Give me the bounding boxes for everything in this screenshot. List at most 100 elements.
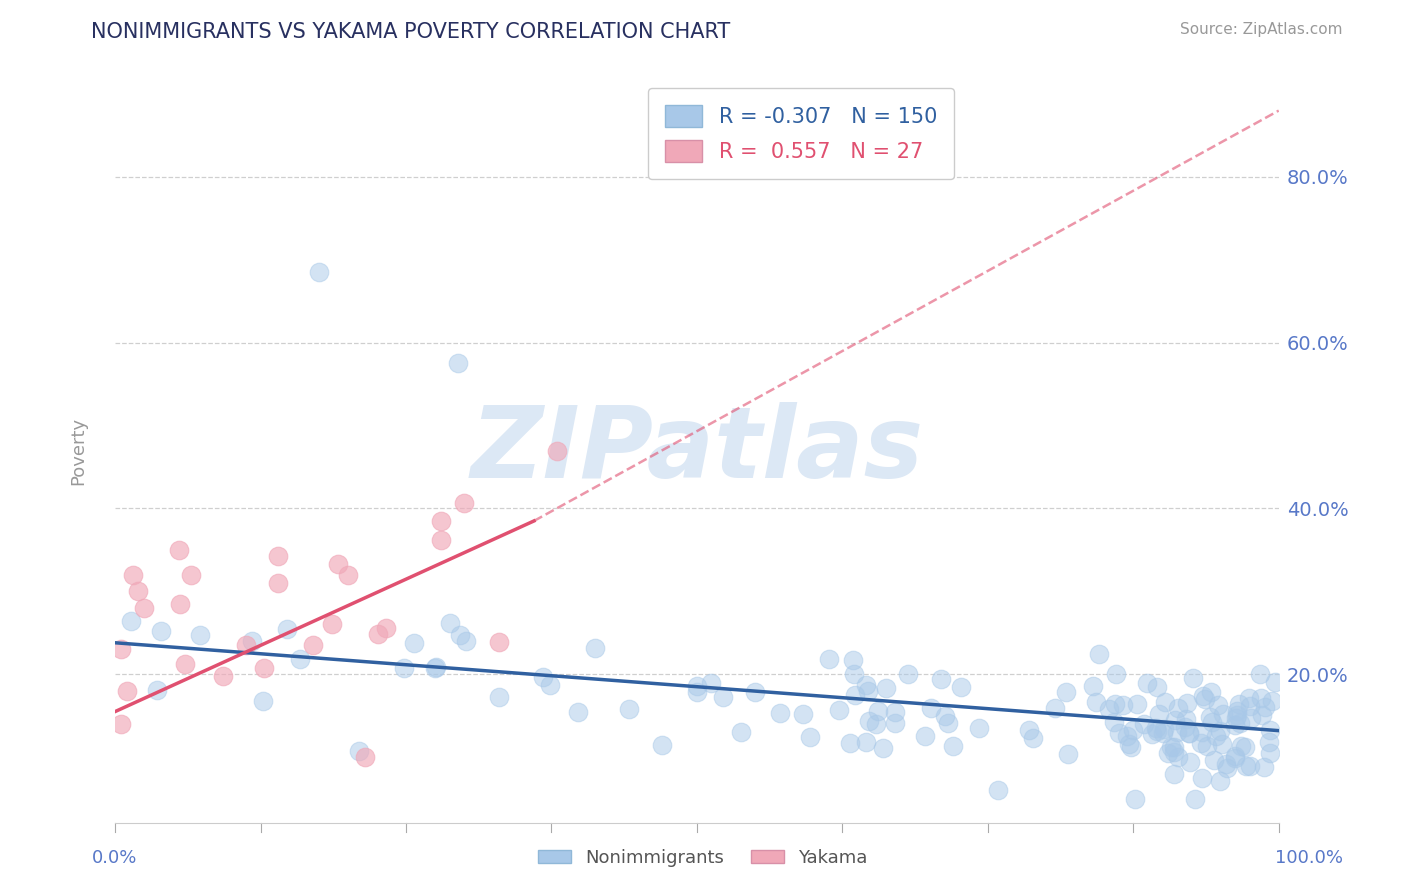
Point <box>115 683 138 698</box>
Point <box>897 666 920 681</box>
Point <box>302 638 325 652</box>
Point <box>336 567 359 582</box>
Point <box>538 677 561 691</box>
Text: 100.0%: 100.0% <box>1275 849 1343 867</box>
Point <box>949 680 972 694</box>
Point <box>347 743 370 757</box>
Point <box>1191 772 1213 786</box>
Point <box>1125 697 1147 711</box>
Point <box>866 704 889 718</box>
Point <box>769 706 792 720</box>
Point <box>425 660 447 674</box>
Point <box>1146 724 1168 739</box>
Point <box>934 709 956 723</box>
Point <box>1225 711 1247 725</box>
Point <box>531 670 554 684</box>
Point <box>1239 698 1261 713</box>
Point <box>865 717 887 731</box>
Point <box>1251 708 1274 723</box>
Point <box>1249 667 1271 681</box>
Point <box>844 688 866 702</box>
Point <box>1152 726 1174 740</box>
Point <box>856 684 879 698</box>
Point <box>267 576 290 591</box>
Point <box>1119 739 1142 754</box>
Point <box>1104 698 1126 712</box>
Point <box>1191 724 1213 739</box>
Point <box>1177 726 1199 740</box>
Point <box>1215 756 1237 771</box>
Point <box>439 616 461 631</box>
Point <box>872 740 894 755</box>
Point <box>1108 726 1130 740</box>
Legend: Nonimmigrants, Yakama: Nonimmigrants, Yakama <box>531 842 875 874</box>
Text: 0.0%: 0.0% <box>91 849 136 867</box>
Point <box>1226 708 1249 723</box>
Point <box>1199 685 1222 699</box>
Point <box>1257 735 1279 749</box>
Point <box>1104 667 1126 681</box>
Point <box>1261 693 1284 707</box>
Point <box>110 642 132 657</box>
Point <box>744 684 766 698</box>
Point <box>1140 726 1163 740</box>
Point <box>267 549 290 563</box>
Text: Source: ZipAtlas.com: Source: ZipAtlas.com <box>1180 22 1343 37</box>
Point <box>188 628 211 642</box>
Point <box>583 640 606 655</box>
Point <box>449 628 471 642</box>
Point <box>855 735 877 749</box>
Point <box>651 738 673 752</box>
Point <box>1229 697 1251 711</box>
Point <box>488 635 510 649</box>
Point <box>146 683 169 698</box>
Text: NONIMMIGRANTS VS YAKAMA POVERTY CORRELATION CHART: NONIMMIGRANTS VS YAKAMA POVERTY CORRELAT… <box>91 22 731 42</box>
Point <box>430 514 453 528</box>
Point <box>1212 706 1234 721</box>
Point <box>1084 695 1107 709</box>
Point <box>828 703 851 717</box>
Point <box>1098 702 1121 716</box>
Point <box>884 715 907 730</box>
Point <box>453 496 475 510</box>
Point <box>1209 773 1232 788</box>
Point <box>1211 737 1233 751</box>
Text: ZIPatlas: ZIPatlas <box>471 402 924 499</box>
Point <box>1260 747 1282 761</box>
Point <box>235 638 257 652</box>
Point <box>1083 679 1105 693</box>
Point <box>1178 726 1201 740</box>
Point <box>180 567 202 582</box>
Point <box>619 702 641 716</box>
Point <box>858 714 880 728</box>
Point <box>423 661 446 675</box>
Point <box>1154 695 1177 709</box>
Point <box>276 622 298 636</box>
Point <box>1223 749 1246 764</box>
Point <box>1253 760 1275 774</box>
Point <box>1163 739 1185 754</box>
Text: Poverty: Poverty <box>69 417 87 484</box>
Point <box>1225 751 1247 765</box>
Point <box>1112 698 1135 712</box>
Point <box>404 635 426 649</box>
Point <box>1223 717 1246 731</box>
Point <box>1174 720 1197 734</box>
Point <box>730 725 752 739</box>
Point <box>936 716 959 731</box>
Point <box>1022 731 1045 745</box>
Point <box>1263 674 1285 689</box>
Point <box>134 601 156 615</box>
Point <box>488 690 510 705</box>
Point <box>1189 736 1212 750</box>
Point <box>120 614 142 628</box>
Point <box>920 701 942 715</box>
Point <box>1146 680 1168 694</box>
Point <box>1088 647 1111 661</box>
Point <box>169 598 191 612</box>
Point <box>354 750 377 764</box>
Point <box>546 444 568 458</box>
Point <box>1240 711 1263 725</box>
Point <box>1226 704 1249 718</box>
Point <box>1175 712 1198 726</box>
